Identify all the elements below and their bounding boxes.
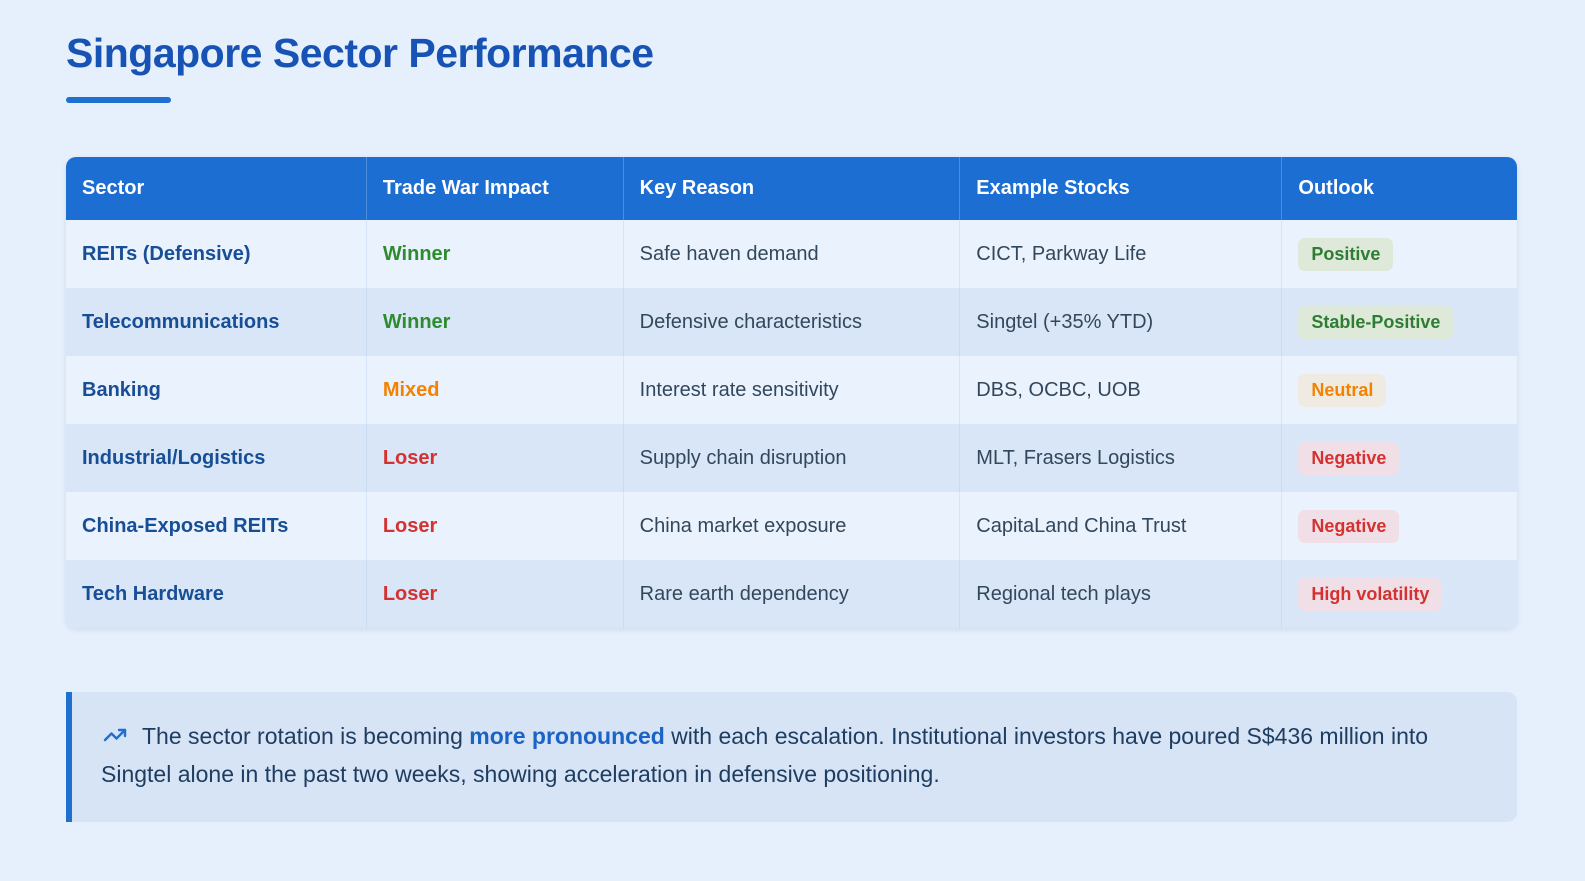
outlook-badge: Stable-Positive <box>1298 305 1454 339</box>
column-header-key-reason: Key Reason <box>622 157 960 220</box>
key-reason: China market exposure <box>622 492 960 560</box>
column-header-sector: Sector <box>66 157 367 220</box>
insight-text-after: with each escalation. Institutional inve… <box>101 723 1429 787</box>
key-reason: Interest rate sensitivity <box>622 356 960 424</box>
key-reason: Rare earth dependency <box>622 560 960 628</box>
column-header-trade-war-impact: Trade War Impact <box>365 157 624 220</box>
example-stocks: Regional tech plays <box>959 560 1282 628</box>
report-page: Singapore Sector Performance Sector Trad… <box>66 30 1517 822</box>
example-stocks: Singtel (+35% YTD) <box>959 288 1282 356</box>
outlook-badge: Negative <box>1298 441 1400 475</box>
sector-name: Telecommunications <box>82 310 280 333</box>
outlook-badge: Positive <box>1298 237 1394 271</box>
sector-name: REITs (Defensive) <box>82 242 251 265</box>
impact-value: Loser <box>365 424 624 492</box>
table-row: REITs (Defensive) Winner Safe haven dema… <box>66 220 1517 288</box>
key-reason: Safe haven demand <box>622 220 960 288</box>
example-stocks: MLT, Frasers Logistics <box>959 424 1282 492</box>
insight-text: The sector rotation is becoming more pro… <box>101 717 1477 793</box>
outlook-badge: High volatility <box>1298 577 1443 611</box>
outlook-cell: Negative <box>1281 424 1517 492</box>
impact-value: Loser <box>365 560 624 628</box>
outlook-badge: Negative <box>1298 509 1400 543</box>
table-body: REITs (Defensive) Winner Safe haven dema… <box>66 220 1517 628</box>
table-row: Telecommunications Winner Defensive char… <box>66 288 1517 356</box>
impact-value: Mixed <box>365 356 624 424</box>
impact-value: Winner <box>365 220 624 288</box>
insight-text-before: The sector rotation is becoming <box>142 723 470 749</box>
column-header-example-stocks: Example Stocks <box>959 157 1282 220</box>
page-title: Singapore Sector Performance <box>66 30 654 76</box>
example-stocks: DBS, OCBC, UOB <box>959 356 1282 424</box>
table-header: Sector Trade War Impact Key Reason Examp… <box>66 157 1517 220</box>
sector-name: Banking <box>82 378 161 401</box>
outlook-cell: Stable-Positive <box>1281 288 1517 356</box>
example-stocks: CICT, Parkway Life <box>959 220 1282 288</box>
example-stocks: CapitaLand China Trust <box>959 492 1282 560</box>
sector-name: Tech Hardware <box>82 582 224 605</box>
outlook-badge: Neutral <box>1298 373 1387 407</box>
table-row: China-Exposed REITs Loser China market e… <box>66 492 1517 560</box>
sector-performance-table: Sector Trade War Impact Key Reason Examp… <box>66 157 1517 628</box>
outlook-cell: Negative <box>1281 492 1517 560</box>
outlook-cell: High volatility <box>1281 560 1517 628</box>
trending-up-icon <box>103 728 127 742</box>
sector-name: Industrial/Logistics <box>82 446 266 469</box>
outlook-cell: Positive <box>1281 220 1517 288</box>
table-row: Banking Mixed Interest rate sensitivity … <box>66 356 1517 424</box>
column-header-outlook: Outlook <box>1281 157 1517 220</box>
table-header-row: Sector Trade War Impact Key Reason Examp… <box>66 157 1517 220</box>
title-underline-decoration <box>66 97 171 103</box>
insight-highlight: more pronounced <box>469 723 665 749</box>
table-row: Industrial/Logistics Loser Supply chain … <box>66 424 1517 492</box>
impact-value: Winner <box>365 288 624 356</box>
sector-performance-table-container: Sector Trade War Impact Key Reason Examp… <box>66 157 1517 628</box>
sector-name: China-Exposed REITs <box>82 514 289 537</box>
insight-callout: The sector rotation is becoming more pro… <box>66 692 1517 822</box>
table-row: Tech Hardware Loser Rare earth dependenc… <box>66 560 1517 628</box>
outlook-cell: Neutral <box>1281 356 1517 424</box>
key-reason: Supply chain disruption <box>622 424 960 492</box>
impact-value: Loser <box>365 492 624 560</box>
key-reason: Defensive characteristics <box>622 288 960 356</box>
